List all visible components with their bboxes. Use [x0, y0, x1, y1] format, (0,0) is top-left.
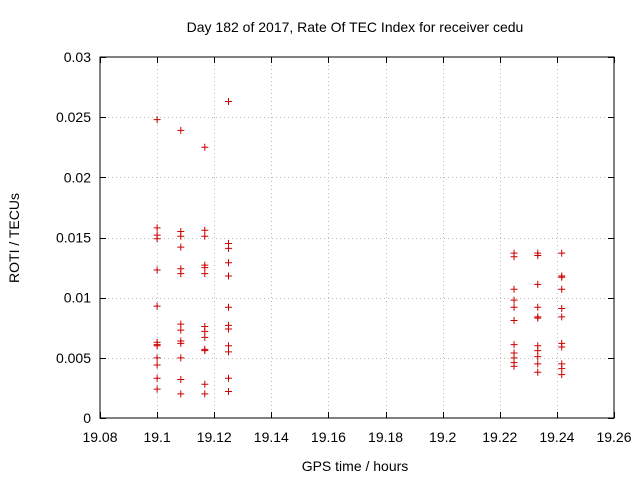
data-point: [201, 390, 209, 398]
x-tick-label: 19.2: [429, 429, 456, 445]
data-point: [153, 342, 161, 350]
data-point: [177, 354, 185, 362]
x-tick-labels: 19.08 19.1 19.12 19.14 19.16 19.18 19.2 19.22 19…: [82, 429, 631, 445]
data-point: [153, 361, 161, 369]
x-tick-label: 19.14: [254, 429, 289, 445]
data-point: [558, 343, 566, 351]
y-tick-label: 0.03: [64, 49, 91, 65]
data-point: [558, 273, 566, 281]
data-point: [225, 98, 232, 106]
data-point: [177, 126, 185, 134]
y-tick-label: 0.025: [56, 109, 91, 125]
data-point: [534, 303, 542, 311]
data-point: [534, 368, 542, 376]
data-point: [201, 380, 209, 388]
data-point: [558, 371, 566, 379]
data-point: [225, 348, 232, 356]
x-tick-label: 19.16: [311, 429, 346, 445]
x-tick-label: 19.1: [143, 429, 170, 445]
data-point: [558, 304, 566, 312]
data-point: [201, 270, 209, 278]
chart-title: Day 182 of 2017, Rate Of TEC Index for r…: [187, 19, 524, 35]
y-axis-label: ROTI / TECUs: [6, 193, 22, 283]
data-point: [510, 303, 518, 311]
data-point: [201, 327, 209, 335]
data-point: [558, 313, 566, 321]
data-point: [225, 325, 232, 333]
x-tick-label: 19.24: [539, 429, 574, 445]
data-point: [201, 347, 209, 355]
y-tick-labels: 0 0.005 0.01 0.015 0.02 0.025 0.03: [56, 49, 91, 426]
data-point: [534, 314, 542, 322]
x-tick-label: 19.08: [82, 429, 117, 445]
data-point: [153, 354, 161, 362]
data-point: [201, 143, 209, 151]
plot-frame: [99, 56, 615, 419]
x-axis-label: GPS time / hours: [302, 458, 409, 474]
data-point: [510, 362, 518, 370]
data-point: [153, 385, 161, 393]
x-tick-label: 19.22: [482, 429, 517, 445]
data-point: [510, 285, 518, 293]
x-tick-label: 19.18: [368, 429, 403, 445]
data-point: [510, 341, 518, 349]
data-point: [225, 259, 232, 267]
data-point: [534, 280, 542, 288]
data-point: [558, 365, 566, 373]
data-point: [153, 302, 161, 310]
data-point: [225, 272, 232, 280]
grid: [100, 57, 614, 418]
data-point: [153, 116, 161, 124]
data-point: [177, 326, 185, 334]
data-point: [177, 339, 185, 347]
data-point: [177, 320, 185, 328]
data-point: [201, 226, 209, 234]
data-point: [558, 249, 566, 257]
y-tick-label: 0.015: [56, 230, 91, 246]
data-point: [534, 353, 542, 361]
data-point: [177, 270, 185, 278]
data-point: [177, 232, 185, 240]
data-point: [534, 360, 542, 368]
x-tick-label: 19.12: [197, 429, 232, 445]
data-point: [153, 235, 161, 243]
data-point: [201, 232, 209, 240]
data-point: [510, 317, 518, 325]
y-tick-label: 0.005: [56, 350, 91, 366]
data-point: [225, 244, 232, 252]
data-point: [534, 347, 542, 355]
data-point: [225, 303, 232, 311]
data-point: [510, 296, 518, 304]
x-tick-label: 19.26: [596, 429, 631, 445]
data-point: [153, 224, 161, 232]
data-point: [177, 375, 185, 383]
data-point: [153, 374, 161, 382]
data-point: [201, 264, 209, 272]
y-tick-label: 0: [83, 410, 91, 426]
data-point: [510, 253, 518, 261]
data-point: [225, 374, 232, 382]
data-point: [201, 333, 209, 341]
y-tick-label: 0.01: [64, 290, 91, 306]
data-point: [225, 342, 232, 350]
data-point: [177, 243, 185, 251]
data-point: [177, 390, 185, 398]
data-points: [153, 98, 566, 398]
data-point: [153, 266, 161, 274]
data-point: [225, 388, 232, 396]
y-tick-label: 0.02: [64, 169, 91, 185]
data-point: [534, 252, 542, 260]
data-point: [558, 285, 566, 293]
